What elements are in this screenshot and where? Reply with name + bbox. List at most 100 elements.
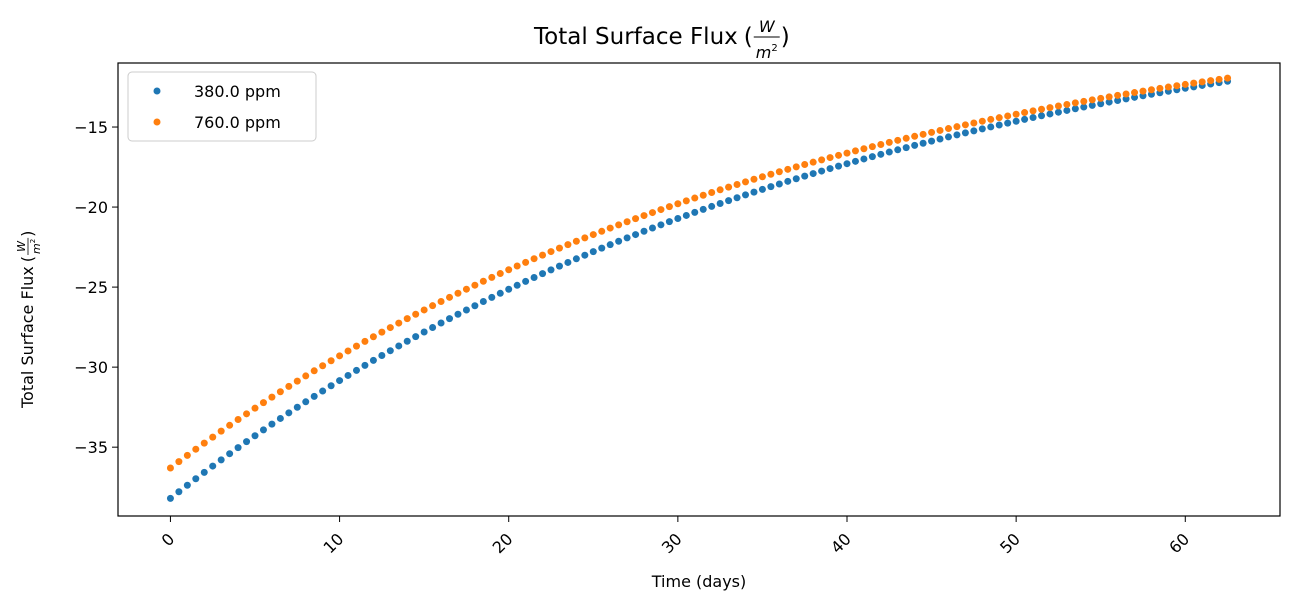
- legend-marker-760-ppm: [153, 118, 161, 126]
- data-point: [691, 194, 699, 202]
- data-point: [369, 356, 377, 364]
- x-axis-label: Time (days): [651, 572, 747, 591]
- data-point: [1054, 108, 1062, 116]
- data-point: [877, 150, 885, 158]
- data-point: [1105, 98, 1113, 106]
- data-point: [462, 285, 470, 293]
- data-point: [268, 393, 276, 401]
- data-point: [606, 224, 614, 232]
- data-point: [733, 180, 741, 188]
- y-axis-label-unit-numerator: W: [15, 240, 28, 252]
- series-760-0-ppm: [166, 74, 1232, 472]
- chart-title-open-paren: (: [744, 24, 753, 50]
- data-point: [251, 404, 259, 412]
- data-point: [826, 154, 834, 162]
- data-point: [606, 241, 614, 249]
- data-point: [970, 119, 978, 127]
- data-point: [911, 132, 919, 140]
- data-point: [352, 366, 360, 374]
- data-point: [826, 165, 834, 173]
- data-point: [344, 371, 352, 379]
- data-point: [259, 399, 267, 407]
- data-point: [1181, 80, 1189, 88]
- data-point: [936, 126, 944, 134]
- data-point: [1071, 99, 1079, 107]
- chart-title-text: Total Surface Flux: [533, 24, 738, 50]
- data-point: [767, 170, 775, 178]
- data-point: [801, 172, 809, 180]
- data-point: [860, 155, 868, 163]
- chart-title-unit-denominator: m: [756, 43, 772, 62]
- data-point: [547, 248, 555, 256]
- data-point: [1038, 105, 1046, 113]
- data-point: [268, 420, 276, 428]
- data-point: [572, 237, 580, 245]
- data-point: [1097, 94, 1105, 102]
- data-point: [285, 382, 293, 390]
- data-point: [259, 426, 267, 434]
- y-tick-label: −30: [74, 358, 108, 377]
- data-point: [699, 205, 707, 213]
- data-point: [995, 114, 1003, 122]
- data-point: [1063, 106, 1071, 114]
- data-point: [572, 255, 580, 263]
- data-point: [530, 273, 538, 281]
- y-axis-label-unit-exponent: 2: [29, 239, 37, 243]
- data-point: [784, 177, 792, 185]
- data-point: [1147, 86, 1155, 94]
- data-point: [344, 347, 352, 355]
- data-point: [953, 131, 961, 139]
- data-point: [539, 270, 547, 278]
- data-point: [911, 141, 919, 149]
- data-point: [226, 450, 234, 458]
- data-point: [1029, 107, 1037, 115]
- data-point: [496, 270, 504, 278]
- data-point: [183, 481, 191, 489]
- data-point: [1080, 103, 1088, 111]
- data-point: [1080, 97, 1088, 105]
- data-point: [403, 315, 411, 323]
- data-point: [657, 206, 665, 214]
- data-point: [192, 475, 200, 483]
- data-point: [716, 199, 724, 207]
- data-point: [327, 382, 335, 390]
- data-point: [750, 175, 758, 183]
- data-point: [1114, 96, 1122, 104]
- data-point: [725, 197, 733, 205]
- data-point: [352, 342, 360, 350]
- data-point: [987, 115, 995, 123]
- data-point: [302, 398, 310, 406]
- data-point: [429, 302, 437, 310]
- data-point: [209, 462, 217, 470]
- data-point: [471, 302, 479, 310]
- data-point: [302, 372, 310, 380]
- data-point: [530, 255, 538, 263]
- data-point: [369, 333, 377, 341]
- data-point: [1012, 117, 1020, 125]
- data-point: [843, 160, 851, 168]
- y-axis-label-open-paren: (: [18, 256, 37, 262]
- data-point: [1046, 104, 1054, 112]
- data-point: [919, 130, 927, 138]
- data-point: [1097, 100, 1105, 108]
- data-point: [200, 468, 208, 476]
- data-point: [902, 144, 910, 152]
- legend-marker-380-ppm: [153, 87, 161, 95]
- data-point: [1063, 100, 1071, 108]
- data-point: [166, 494, 174, 502]
- data-point: [809, 158, 817, 166]
- data-point: [742, 191, 750, 199]
- data-point: [581, 251, 589, 259]
- data-point: [209, 433, 217, 441]
- data-point: [1046, 110, 1054, 118]
- data-point: [809, 170, 817, 178]
- data-point: [446, 315, 454, 323]
- y-axis-label-text: Total Surface Flux: [18, 266, 37, 409]
- data-point: [319, 362, 327, 370]
- data-point: [835, 151, 843, 159]
- data-point: [276, 414, 284, 422]
- data-point: [919, 139, 927, 147]
- data-point: [1122, 90, 1130, 98]
- data-point: [758, 173, 766, 181]
